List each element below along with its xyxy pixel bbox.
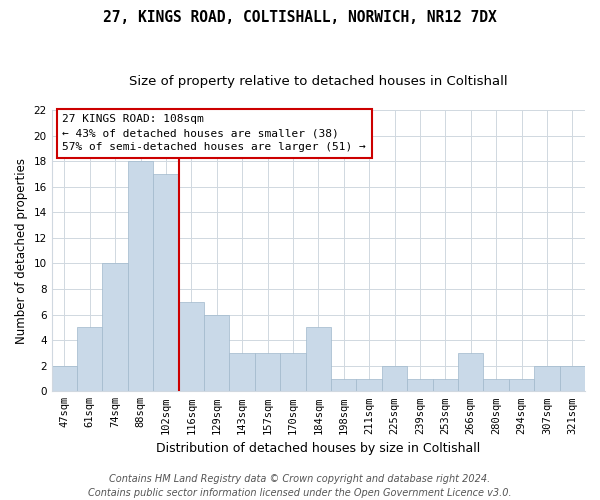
Bar [153,174,179,392]
Bar [52,366,77,392]
Bar [534,366,560,392]
X-axis label: Distribution of detached houses by size in Coltishall: Distribution of detached houses by size … [156,442,481,455]
Bar [280,353,305,392]
Bar [382,366,407,392]
Bar [77,328,103,392]
Bar [407,378,433,392]
Bar [458,353,484,392]
Bar [560,366,585,392]
Bar [433,378,458,392]
Bar [179,302,204,392]
Y-axis label: Number of detached properties: Number of detached properties [15,158,28,344]
Text: 27 KINGS ROAD: 108sqm
← 43% of detached houses are smaller (38)
57% of semi-deta: 27 KINGS ROAD: 108sqm ← 43% of detached … [62,114,366,152]
Bar [255,353,280,392]
Text: Contains HM Land Registry data © Crown copyright and database right 2024.
Contai: Contains HM Land Registry data © Crown c… [88,474,512,498]
Bar [103,264,128,392]
Bar [509,378,534,392]
Bar [356,378,382,392]
Bar [331,378,356,392]
Bar [204,314,229,392]
Bar [484,378,509,392]
Title: Size of property relative to detached houses in Coltishall: Size of property relative to detached ho… [129,75,508,88]
Bar [229,353,255,392]
Bar [305,328,331,392]
Text: 27, KINGS ROAD, COLTISHALL, NORWICH, NR12 7DX: 27, KINGS ROAD, COLTISHALL, NORWICH, NR1… [103,10,497,25]
Bar [128,161,153,392]
